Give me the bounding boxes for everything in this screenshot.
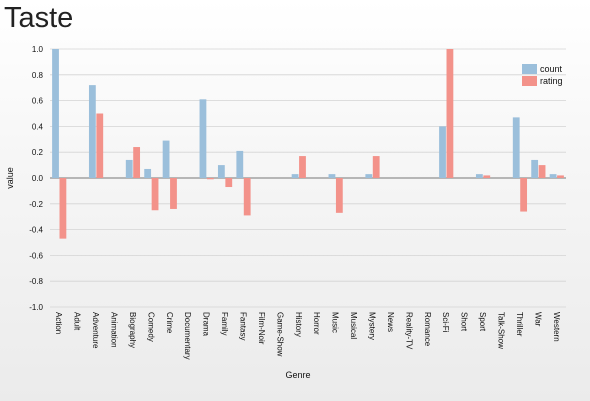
legend-swatch-count bbox=[522, 64, 537, 74]
x-tick-label: Biography bbox=[128, 312, 137, 348]
bar-rating-fantasy bbox=[243, 178, 251, 216]
x-tick-label: News bbox=[386, 312, 395, 332]
y-tick-label: 0.0 bbox=[32, 174, 44, 183]
x-tick-label: Action bbox=[54, 312, 63, 334]
bar-count-comedy bbox=[144, 168, 152, 178]
y-tick-label: 0.2 bbox=[32, 148, 44, 157]
bar-count-crime bbox=[162, 140, 170, 178]
x-tick-label: Family bbox=[220, 312, 229, 336]
y-tick-label: 1.0 bbox=[32, 45, 44, 54]
bar-count-family bbox=[217, 165, 225, 178]
bar-count-history bbox=[291, 174, 299, 178]
bar-count-music bbox=[328, 174, 336, 178]
bar-count-mystery bbox=[365, 174, 373, 178]
bar-count-action bbox=[52, 49, 59, 178]
x-tick-label: Sci-Fi bbox=[441, 312, 450, 333]
bar-count-western bbox=[549, 174, 557, 178]
y-tick-label: -0.4 bbox=[29, 226, 43, 235]
x-tick-label: Music bbox=[331, 312, 340, 333]
bar-rating-western bbox=[557, 175, 564, 178]
x-tick-label: Reality-TV bbox=[404, 312, 413, 350]
x-tick-label: Fantasy bbox=[239, 312, 248, 340]
y-axis: 1.0 0.8 0.6 0.4 0.2 0.0 -0.2 -0.4 -0.6 -0.8 -1.0 bbox=[29, 45, 43, 312]
x-tick-label: Comedy bbox=[146, 312, 155, 342]
bar-rating-crime bbox=[170, 178, 177, 209]
chart-grid bbox=[50, 48, 566, 308]
x-tick-label: Adventure bbox=[91, 312, 100, 349]
x-tick-label: Crime bbox=[165, 312, 174, 334]
x-tick-label: Horror bbox=[312, 312, 321, 335]
x-tick-label: Romance bbox=[423, 312, 432, 347]
y-tick-label: -0.2 bbox=[29, 200, 43, 209]
x-tick-label: Animation bbox=[110, 312, 119, 348]
bar-rating-comedy bbox=[151, 178, 159, 211]
y-tick-label: -0.8 bbox=[29, 277, 43, 286]
legend-label-rating: rating bbox=[540, 76, 563, 86]
legend-swatch-rating bbox=[522, 76, 537, 86]
bar-count-sport bbox=[475, 174, 483, 178]
bar-count-sci-fi bbox=[439, 126, 446, 178]
bar-rating-music bbox=[335, 178, 343, 213]
x-axis: Action Adult Adventure Animation Biography Co… bbox=[54, 312, 561, 360]
bar-count-war bbox=[531, 159, 539, 178]
legend-label-count: count bbox=[540, 64, 563, 74]
bar-rating-thriller bbox=[520, 178, 528, 212]
bar-rating-family bbox=[225, 178, 233, 188]
page-title: Taste bbox=[4, 2, 74, 34]
x-tick-label: Documentary bbox=[183, 312, 192, 360]
bar-count-fantasy bbox=[236, 150, 244, 178]
bar-count-biography bbox=[125, 159, 133, 178]
y-tick-label: 0.6 bbox=[32, 97, 44, 106]
bar-rating-war bbox=[538, 165, 546, 178]
x-tick-label: Short bbox=[460, 312, 469, 332]
bar-rating-history bbox=[299, 156, 306, 178]
chart-legend: count rating bbox=[522, 64, 563, 86]
bar-count-drama bbox=[199, 99, 207, 178]
bar-rating-sci-fi bbox=[446, 49, 454, 178]
x-tick-label: Sport bbox=[478, 312, 487, 332]
bar-rating-drama bbox=[206, 178, 214, 180]
x-tick-label: Western bbox=[552, 312, 561, 342]
x-tick-label: Musical bbox=[349, 312, 358, 339]
y-tick-label: -1.0 bbox=[29, 303, 43, 312]
x-tick-label: Drama bbox=[202, 312, 211, 337]
x-tick-label: Adult bbox=[73, 312, 82, 331]
bar-rating-sport bbox=[483, 175, 491, 178]
bar-rating-biography bbox=[133, 147, 141, 178]
x-tick-label: Mystery bbox=[368, 312, 377, 340]
bar-count-adventure bbox=[88, 85, 96, 178]
x-tick-label: Film-Noir bbox=[257, 312, 266, 345]
y-tick-label: 0.4 bbox=[32, 122, 44, 131]
x-axis-title: Genre bbox=[285, 370, 310, 380]
bar-count-thriller bbox=[512, 117, 520, 178]
chart-bars bbox=[52, 49, 564, 239]
x-tick-label: Thriller bbox=[515, 312, 524, 337]
y-tick-label: -0.6 bbox=[29, 251, 43, 260]
x-tick-label: War bbox=[533, 312, 542, 327]
bar-rating-mystery bbox=[372, 156, 380, 178]
y-tick-label: 0.8 bbox=[32, 71, 44, 80]
x-tick-label: Talk-Show bbox=[497, 312, 506, 349]
y-axis-title: value bbox=[5, 167, 15, 189]
x-tick-label: Game-Show bbox=[275, 312, 284, 357]
bar-rating-action bbox=[59, 178, 67, 239]
x-tick-label: History bbox=[294, 312, 303, 337]
bar-rating-adventure bbox=[96, 113, 104, 178]
